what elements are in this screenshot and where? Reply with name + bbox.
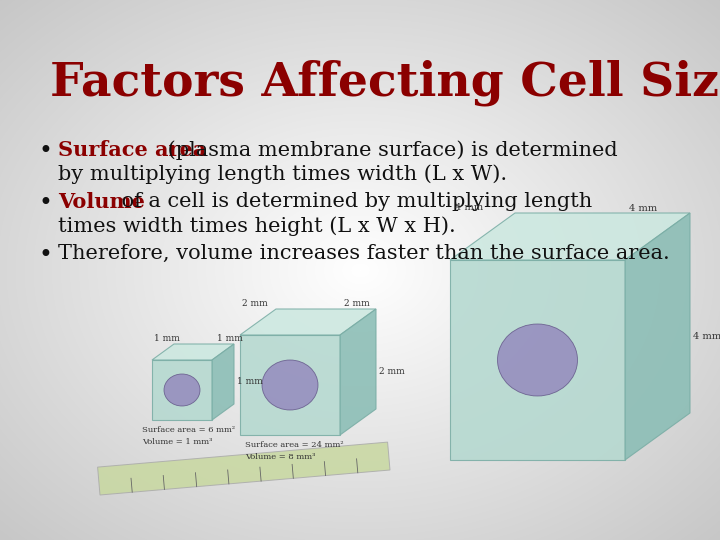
- Polygon shape: [340, 309, 376, 435]
- Text: 2 mm: 2 mm: [344, 299, 370, 308]
- Polygon shape: [152, 344, 234, 360]
- Polygon shape: [625, 213, 690, 460]
- Text: of a cell is determined by multiplying length: of a cell is determined by multiplying l…: [115, 192, 593, 211]
- Polygon shape: [450, 260, 625, 460]
- Polygon shape: [240, 335, 340, 435]
- Text: Surface area: Surface area: [58, 140, 206, 160]
- Text: by multiplying length times width (L x W).: by multiplying length times width (L x W…: [58, 164, 507, 184]
- Text: times width times height (L x W x H).: times width times height (L x W x H).: [58, 216, 456, 235]
- Ellipse shape: [498, 324, 577, 396]
- Polygon shape: [212, 344, 234, 420]
- Text: 2 mm: 2 mm: [379, 368, 405, 376]
- Text: 2 mm: 2 mm: [242, 299, 268, 308]
- Text: 1 mm: 1 mm: [154, 334, 180, 343]
- Text: Surface area = 24 mm²: Surface area = 24 mm²: [245, 441, 343, 449]
- Text: Volume = 1 mm³: Volume = 1 mm³: [142, 438, 212, 446]
- Ellipse shape: [262, 360, 318, 410]
- Text: 4 mm: 4 mm: [693, 332, 720, 341]
- Text: •: •: [38, 140, 52, 163]
- Text: (plasma membrane surface) is determined: (plasma membrane surface) is determined: [161, 140, 618, 160]
- Text: 1 mm: 1 mm: [217, 334, 243, 343]
- Polygon shape: [98, 442, 390, 495]
- Text: Therefore, volume increases faster than the surface area.: Therefore, volume increases faster than …: [58, 244, 670, 263]
- Polygon shape: [450, 213, 690, 260]
- Polygon shape: [240, 309, 376, 335]
- Text: 1 mm: 1 mm: [237, 377, 263, 387]
- Text: Volume: Volume: [58, 192, 145, 212]
- Text: Volume = 8 mm³: Volume = 8 mm³: [245, 453, 315, 461]
- Text: 4 mm: 4 mm: [629, 204, 657, 213]
- Text: Surface area = 6 mm²: Surface area = 6 mm²: [142, 426, 235, 434]
- Polygon shape: [152, 360, 212, 420]
- Text: •: •: [38, 192, 52, 215]
- Text: Factors Affecting Cell Size: Factors Affecting Cell Size: [50, 60, 720, 106]
- Text: 4 mm: 4 mm: [455, 203, 483, 212]
- Ellipse shape: [164, 374, 200, 406]
- Text: •: •: [38, 244, 52, 267]
